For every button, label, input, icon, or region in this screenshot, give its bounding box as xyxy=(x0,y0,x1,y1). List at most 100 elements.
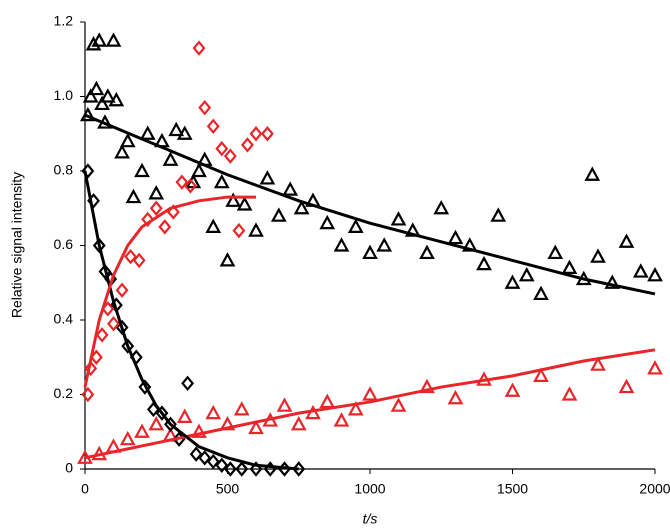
diamond-point xyxy=(198,99,212,116)
diamond-point xyxy=(223,148,237,164)
triangle-point xyxy=(290,416,307,431)
fit-curve xyxy=(83,170,299,471)
fit-curve xyxy=(83,195,256,388)
triangle-point xyxy=(547,244,564,260)
diamond-point xyxy=(292,461,306,477)
triangle-point xyxy=(362,244,378,260)
triangle-point xyxy=(632,263,649,278)
diamond-point xyxy=(184,178,197,194)
triangle-point xyxy=(85,36,102,51)
diamond-point xyxy=(81,386,95,403)
diamond-point xyxy=(98,263,112,280)
y-tick-label: 1.2 xyxy=(54,13,74,29)
triangle-point xyxy=(647,267,663,282)
triangle-point xyxy=(362,386,378,401)
triangle-point xyxy=(119,430,136,446)
triangle-point xyxy=(225,192,242,207)
triangle-point xyxy=(561,386,578,401)
triangle-point xyxy=(319,393,336,409)
triangle-point xyxy=(276,397,293,412)
diamond-point xyxy=(206,118,220,135)
triangle-point xyxy=(82,88,99,103)
triangle-point xyxy=(490,207,507,222)
triangle-point xyxy=(105,32,122,47)
diamond-point xyxy=(192,40,206,56)
triangle-point xyxy=(162,151,179,166)
diamond-point xyxy=(81,163,95,179)
triangle-point xyxy=(108,91,125,107)
diamond-point xyxy=(206,453,220,470)
triangle-point xyxy=(114,144,130,159)
triangle-point xyxy=(504,274,521,289)
diamond-point xyxy=(141,211,155,228)
triangle-point xyxy=(347,401,364,416)
y-tick-label: 0.4 xyxy=(54,311,74,327)
fit-curve xyxy=(84,348,656,460)
triangle-point xyxy=(533,367,549,382)
triangle-point xyxy=(390,397,407,412)
diamond-point xyxy=(149,200,163,216)
triangle-point xyxy=(213,173,230,189)
diamond-point xyxy=(235,461,249,477)
triangle-point xyxy=(419,378,435,394)
diamond-point xyxy=(260,126,274,142)
triangle-point xyxy=(347,218,364,233)
diamond-point xyxy=(115,282,129,298)
triangle-point xyxy=(191,423,207,438)
triangle-point xyxy=(99,88,116,103)
diamond-point xyxy=(215,140,229,157)
triangle-point xyxy=(590,248,606,263)
x-tick-label: 2000 xyxy=(639,481,670,497)
diamond-point xyxy=(232,222,246,239)
triangle-point xyxy=(447,389,464,405)
triangle-point xyxy=(319,214,336,230)
triangle-point xyxy=(604,274,621,289)
triangle-point xyxy=(333,412,350,427)
triangle-point xyxy=(518,267,535,282)
triangle-point xyxy=(561,259,578,274)
triangle-point xyxy=(376,237,393,252)
triangle-point xyxy=(333,237,350,252)
triangle-point xyxy=(419,244,435,260)
triangle-point xyxy=(205,218,222,233)
x-tick-label: 1500 xyxy=(497,481,528,497)
triangle-point xyxy=(533,285,549,301)
y-tick-label: 1.0 xyxy=(54,87,74,103)
diamond-point xyxy=(175,174,189,190)
y-tick-label: 0.2 xyxy=(54,385,74,401)
diamond-point xyxy=(132,252,146,269)
triangle-point xyxy=(447,229,464,245)
triangle-point xyxy=(176,408,193,423)
triangle-point xyxy=(259,170,276,185)
triangle-point xyxy=(248,222,264,237)
triangle-point xyxy=(618,378,635,394)
diamond-point xyxy=(198,450,212,466)
triangle-point xyxy=(91,32,108,47)
triangle-point xyxy=(433,199,450,215)
diamond-point xyxy=(124,248,138,265)
triangle-point xyxy=(134,162,150,178)
diamond-point xyxy=(189,446,203,462)
triangle-point xyxy=(233,401,250,416)
diamond-point xyxy=(107,316,120,332)
triangle-point xyxy=(205,404,222,420)
triangle-point xyxy=(504,382,521,397)
diamond-point xyxy=(215,457,229,473)
x-axis-label: t/s xyxy=(363,511,378,527)
diamond-point xyxy=(241,137,254,153)
diamond-point xyxy=(181,375,195,392)
diamond-point xyxy=(223,461,237,477)
triangle-point xyxy=(476,255,492,271)
x-tick-label: 1000 xyxy=(354,481,385,497)
triangle-point xyxy=(293,199,310,215)
triangle-point xyxy=(148,185,165,200)
y-axis-label: Relative signal intensity xyxy=(9,172,25,318)
diamond-point xyxy=(84,360,98,377)
y-tick-label: 0 xyxy=(65,460,73,476)
triangle-point xyxy=(79,106,96,122)
triangle-point xyxy=(282,181,299,196)
triangle-point xyxy=(148,416,165,431)
triangle-point xyxy=(618,233,635,248)
triangle-point xyxy=(88,80,105,96)
